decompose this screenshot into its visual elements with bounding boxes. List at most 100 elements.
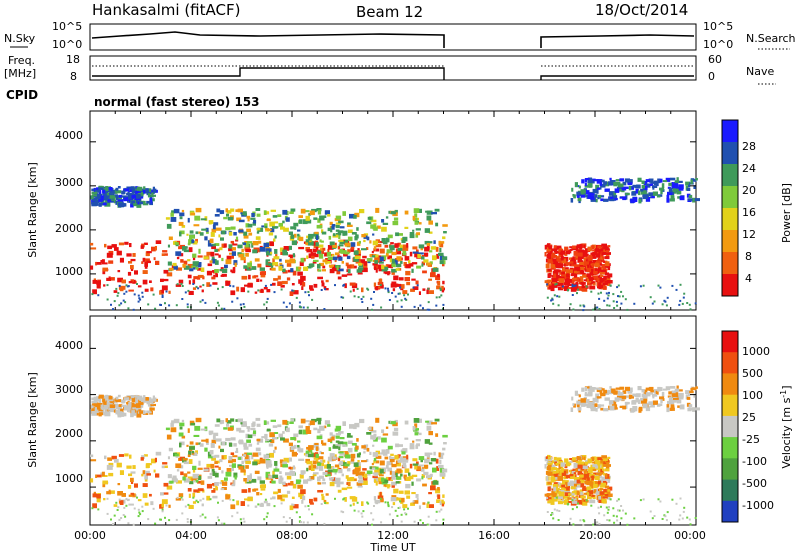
velocity-cell [435, 433, 439, 437]
velocity-cell [241, 424, 247, 427]
velocity-cell [134, 406, 140, 410]
velocity-cell [404, 420, 409, 425]
velocity-cell [323, 425, 327, 429]
velocity-cell [325, 470, 330, 476]
power-cell [139, 201, 144, 205]
power-cell [232, 285, 235, 288]
velocity-cell [187, 454, 191, 457]
power-cell [662, 180, 668, 183]
power-cell [594, 275, 597, 281]
power-cell [615, 300, 618, 303]
power-cell [307, 291, 310, 293]
velocity-cell [600, 404, 605, 407]
power-cell [411, 278, 416, 281]
power-cell [413, 305, 416, 308]
power-cell [352, 288, 355, 292]
velocity-cell [439, 459, 442, 465]
velocity-cell [121, 399, 126, 404]
power-cell [189, 268, 194, 272]
velocity-cell [280, 502, 283, 505]
power-panel: Slant Range [km] 4000 3000 2000 1000 [26, 110, 700, 312]
velocity-cell [231, 483, 236, 487]
power-cell [400, 284, 405, 289]
power-cell [303, 266, 309, 271]
velocity-cell [645, 387, 650, 391]
velocity-cell [598, 522, 601, 525]
power-cell [402, 236, 408, 242]
power-cell [290, 226, 296, 230]
power-cell [635, 188, 639, 194]
velocity-cell [387, 486, 390, 489]
velocity-cell [649, 392, 654, 395]
power-cell [155, 260, 160, 265]
velocity-cell [291, 451, 297, 457]
velocity-cell [598, 478, 601, 482]
power-cell [360, 298, 363, 301]
power-cell [602, 256, 605, 259]
velocity-cell [210, 463, 215, 469]
power-cell [622, 196, 627, 201]
velocity-cell [248, 488, 251, 493]
velocity-cell [116, 509, 119, 511]
velocity-cell [240, 469, 246, 473]
velocity-cell [104, 412, 111, 417]
power-cell [245, 223, 250, 228]
velocity-cell [651, 517, 654, 520]
velocity-cell [246, 479, 249, 482]
power-cell [240, 257, 246, 261]
power-cell [583, 305, 586, 308]
power-cell [614, 188, 620, 193]
power-cell [230, 208, 235, 212]
velocity-cell [97, 403, 103, 407]
power-cell [548, 249, 553, 254]
velocity-cell [321, 440, 324, 444]
velocity-cell [307, 505, 310, 507]
power-cell [272, 258, 275, 264]
velocity-cell [387, 501, 389, 504]
power-cell [631, 191, 637, 196]
velocity-cell [551, 490, 557, 496]
power-cell [369, 240, 372, 244]
velocity-cell [317, 482, 322, 485]
power-cell [375, 268, 378, 273]
velocity-cell [317, 490, 323, 493]
velocity-cell [152, 395, 155, 399]
velocity-cell [270, 439, 275, 444]
power-cell [266, 289, 271, 293]
velocity-cell [599, 488, 604, 491]
power-cell [557, 263, 564, 269]
velocity-cell [231, 515, 234, 518]
power-cell [370, 219, 377, 223]
power-cell [622, 295, 624, 298]
velocity-cell [548, 499, 553, 504]
power-cell [396, 300, 399, 303]
velocity-cell [577, 464, 583, 469]
velocity-cell [133, 412, 137, 416]
velocity-cell [143, 398, 146, 403]
velocity-cell [664, 515, 667, 518]
velocity-cell [199, 443, 204, 447]
velocity-cell [547, 493, 552, 496]
power-cell [412, 251, 419, 254]
power-cell [247, 262, 252, 268]
power-cell [274, 221, 279, 224]
power-cell [592, 188, 598, 194]
velocity-cell [229, 498, 232, 501]
velocity-cell [220, 522, 223, 525]
power-cell [666, 296, 669, 299]
velocity-cell [597, 396, 601, 399]
power-cell [583, 244, 586, 249]
power-cell [568, 257, 573, 260]
velocity-cell [686, 516, 689, 519]
power-cell [581, 179, 585, 184]
power-cell [391, 268, 397, 273]
power-cell [123, 203, 127, 207]
power-cell [243, 305, 246, 308]
velocity-cell [592, 461, 596, 464]
power-cell [566, 273, 570, 278]
power-cell [391, 258, 395, 264]
velocity-cell [411, 481, 414, 486]
velocity-cell [619, 405, 623, 408]
power-cell [215, 273, 218, 278]
power-cell [552, 258, 557, 262]
